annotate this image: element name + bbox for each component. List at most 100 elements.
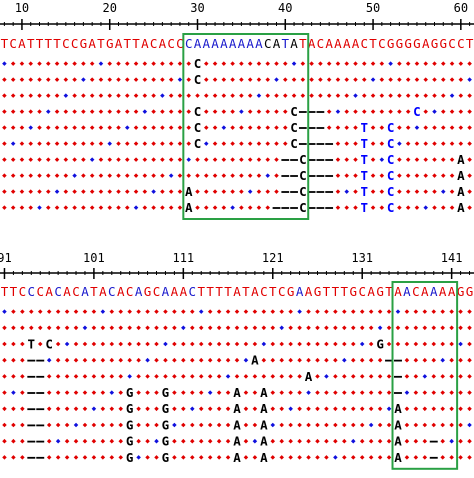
match-dot [379,77,385,82]
match-dot [379,189,385,194]
match-dot [288,374,293,379]
reference-base: G [413,36,421,51]
match-dot [344,77,349,82]
match-dot [125,173,130,178]
match-dot [116,125,121,130]
match-dot [279,422,284,428]
match-dot [136,422,141,428]
match-dot [82,406,88,412]
reference-base: C [412,284,420,299]
match-dot [82,341,88,347]
match-dot [306,325,311,331]
match-dot [315,374,320,379]
match-dot [256,189,262,194]
reference-base: A [117,284,125,299]
match-dot [145,325,150,331]
match-dot [256,173,262,178]
match-dot [309,93,314,98]
match-dot [333,406,338,412]
match-dot [28,93,33,98]
match-dot [181,309,186,314]
match-dot [72,61,77,66]
match-dot [81,157,86,162]
match-dot [230,157,235,162]
match-dot [441,173,446,178]
reference-base: A [334,36,342,51]
reference-base: G [314,284,322,299]
variant-base: A [260,417,268,432]
match-dot [441,61,446,66]
reference-base: C [189,284,197,299]
match-dot [118,406,123,412]
match-dot [145,438,150,444]
match-dot [10,173,16,178]
match-dot [288,325,293,331]
match-dot [377,455,383,460]
match-dot [181,438,186,444]
reference-base: G [431,36,439,51]
match-dot [297,357,302,363]
reference-base: A [180,284,188,299]
match-dot [100,390,106,395]
match-dot [145,406,150,412]
match-dot [125,141,130,146]
ruler-tick-label: 121 [262,251,284,265]
match-dot [151,61,156,66]
reference-base: T [45,36,53,51]
reference-base: A [159,36,167,51]
match-dot [243,309,249,314]
match-dot [291,61,297,66]
match-dot [145,341,150,347]
variant-base: C [299,184,307,199]
match-dot [432,61,437,66]
match-dot [172,309,177,314]
match-dot [216,455,222,460]
reference-base: A [220,36,228,51]
match-dot [414,77,420,82]
match-dot [353,189,358,194]
variant-base: G [162,401,170,416]
match-dot [449,125,455,130]
match-dot [91,455,97,460]
match-dot [230,173,235,178]
match-dot [458,309,463,314]
match-dot [404,455,410,460]
match-dot [212,205,218,210]
match-dot [198,341,204,347]
match-dot [423,157,428,162]
match-dot [279,325,284,331]
match-dot [160,125,165,130]
match-dot [20,422,25,428]
match-dot [118,325,123,331]
match-dot [449,93,455,98]
match-dot [467,406,472,412]
match-dot [186,109,191,114]
match-dot [64,341,70,347]
match-dot [55,357,61,363]
match-dot [351,438,356,444]
match-dot [151,141,156,146]
match-dot [118,422,123,428]
match-dot [414,189,420,194]
reference-base: C [448,36,456,51]
match-dot [414,173,420,178]
reference-base: A [229,36,237,51]
match-dot [55,341,61,347]
match-dot [370,205,376,210]
match-dot [467,61,472,66]
match-dot [441,125,446,130]
match-dot [125,61,130,66]
ruler-tick-label: 50 [366,1,380,15]
match-dot [136,341,141,347]
match-dot [288,438,293,444]
match-dot [247,125,253,130]
match-dot [344,157,349,162]
variant-base: A [233,417,241,432]
match-dot [136,309,141,314]
match-dot [353,173,358,178]
match-dot [81,93,86,98]
match-dot [342,438,347,444]
ruler-tick-label: 20 [102,1,116,15]
match-dot [89,125,95,130]
